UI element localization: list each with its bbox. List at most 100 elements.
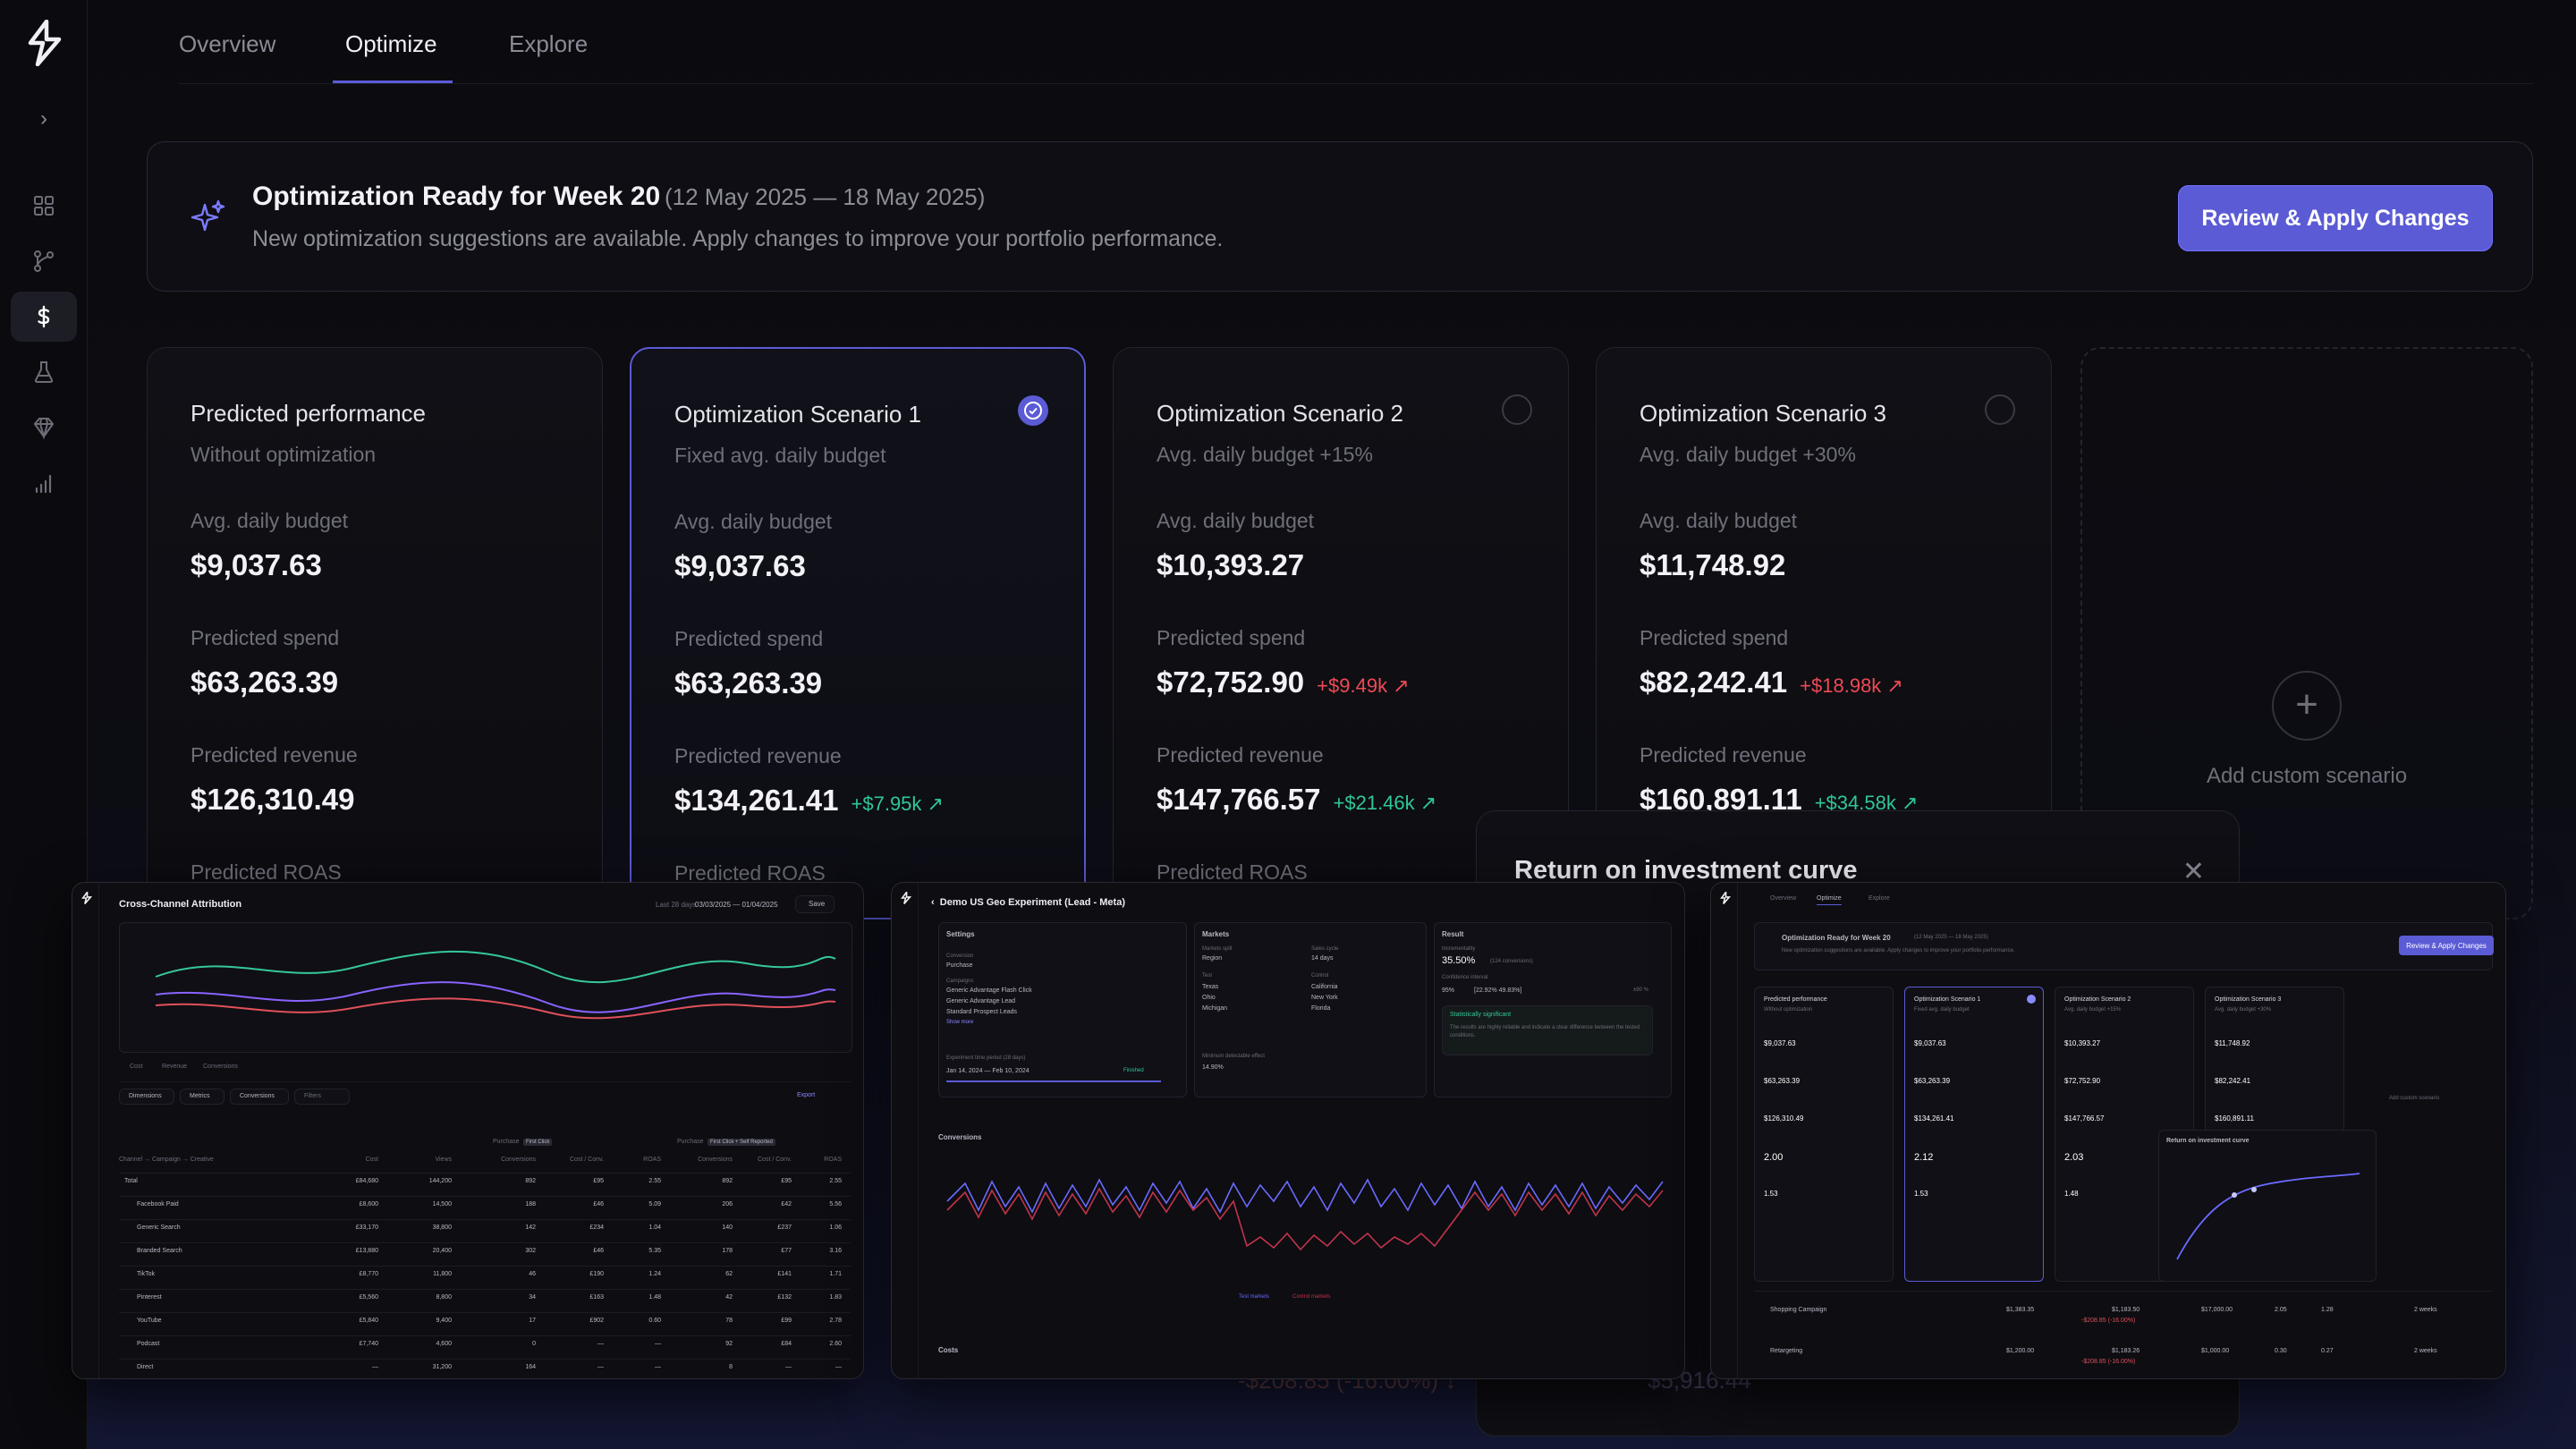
expand-sidebar-chevron-icon[interactable]: › [40,106,47,131]
table-cell: £46 [593,1201,604,1208]
table-cell: £163 [589,1294,604,1301]
table-row[interactable] [119,1173,851,1174]
mini-banner: Optimization Ready for Week 20 (12 May 2… [1754,922,2494,970]
scenario-title: Predicted performance [191,400,427,427]
table-cell: 1.06 [829,1224,842,1231]
mini-card-text: Optimization Scenario 2 [2064,996,2131,1003]
table-cell: 11,800 [433,1271,452,1277]
group1-label: Purchase [493,1139,520,1145]
mini-tab-explore[interactable]: Explore [1868,895,1890,902]
mini-scenario-card[interactable]: Optimization Scenario 1 Fixed avg. daily … [1904,987,2044,1282]
conversions-button[interactable]: Conversions [230,1089,289,1105]
export-link[interactable]: Export [797,1092,816,1098]
mini-card-text: Without optimization [1764,1007,1813,1013]
table-cell: 4,600 [436,1341,452,1347]
mini-tab-overview[interactable]: Overview [1770,895,1797,902]
table-cell: 0.60 [648,1318,661,1324]
table-cell: 5.09 [648,1201,661,1208]
dollar-icon[interactable] [11,292,77,342]
table-cell: £132 [777,1294,792,1301]
mini-table-cell: 2.05 [2275,1307,2287,1313]
tab-explore[interactable]: Explore [509,30,589,57]
spend-label: Predicted spend [674,627,824,650]
top-tabs: Overview Optimize Explore [179,0,2533,84]
budget-value: $9,037.63 [191,548,322,581]
mini-card-text: 2.00 [1764,1152,1784,1163]
mini-selected-icon[interactable] [2027,995,2036,1004]
close-icon[interactable]: ✕ [2182,857,2205,886]
table-cell: 206 [722,1201,733,1208]
mini-card-text: 1.53 [1764,1190,1778,1198]
table-cell: Branded Search [137,1248,182,1254]
table-cell: £902 [589,1318,604,1324]
review-apply-changes-button[interactable]: Review & Apply Changes [2178,185,2493,251]
budget-label: Avg. daily budget [1157,509,1315,532]
mini-add-custom[interactable]: Add custom scenario [2389,1096,2440,1101]
metrics-button[interactable]: Metrics [180,1089,225,1105]
table-cell: 1.24 [648,1271,661,1277]
mini-card-text: $82,242.41 [2215,1077,2251,1085]
diamond-icon[interactable] [11,402,77,453]
flask-icon[interactable] [11,347,77,397]
scenario-card-baseline[interactable]: Predicted performance Without optimizati… [147,347,603,919]
table-cell: 892 [722,1178,733,1184]
table-cell: — [597,1341,604,1347]
table-cell: 1.71 [829,1271,842,1277]
table-cell: 2.55 [829,1178,842,1184]
plus-icon[interactable]: + [2272,671,2342,741]
mini-card-text: $9,037.63 [1914,1039,1946,1047]
screenshot-geo-experiment: ‹ Demo US Geo Experiment (Lead - Meta) S… [891,882,1685,1379]
save-button[interactable]: Save [795,895,835,913]
table-row[interactable] [119,1266,851,1267]
radio-unselected-icon[interactable] [1985,394,2015,425]
table-row[interactable] [119,1219,851,1220]
table-cell: ROAS [643,1157,661,1163]
revenue-label: Predicted revenue [674,744,842,767]
table-cell: 42 [725,1294,733,1301]
table-row[interactable] [119,1335,851,1336]
tab-optimize[interactable]: Optimize [345,30,437,57]
table-cell: £77 [781,1248,792,1254]
table-row[interactable] [119,1359,851,1360]
mini-table-cell: 0.30 [2275,1348,2287,1354]
table-cell: £7,740 [359,1341,378,1347]
dashboard-icon[interactable] [11,181,77,231]
radio-unselected-icon[interactable] [1502,394,1532,425]
spend-value: $82,242.41 +$18.98k ↗ [1640,665,1903,699]
table-cell: £5,560 [359,1294,378,1301]
table-row[interactable] [119,1242,851,1243]
tab-overview[interactable]: Overview [179,30,276,57]
spend-value: $63,263.39 [191,665,339,699]
table-row[interactable] [119,1196,851,1197]
table-cell: £95 [593,1178,604,1184]
date-range[interactable]: 03/03/2025 — 01/04/2025 [695,901,778,909]
table-row[interactable] [119,1289,851,1290]
mini-roi-panel: Return on investment curve [2158,1130,2377,1282]
scenario-card-1[interactable]: Optimization Scenario 1 Fixed avg. daily… [630,347,1086,919]
filters-button[interactable]: Filters [294,1089,350,1105]
branch-icon[interactable] [11,236,77,286]
legend-revenue: Revenue [162,1063,188,1070]
mini-review-button[interactable]: Review & Apply Changes [2399,936,2494,955]
bar-chart-icon[interactable] [11,458,77,508]
mini-table-cell: $1,000.00 [2201,1348,2230,1354]
mini-scenario-card[interactable]: Predicted performance Without optimizatio… [1754,987,1894,1282]
mini-card-text: $160,891.11 [2215,1114,2254,1123]
dimensions-button[interactable]: Dimensions [119,1089,174,1105]
mini-table-cell: 2 weeks [2414,1307,2437,1313]
table-cell: 5.56 [829,1201,842,1208]
selected-check-icon[interactable] [1018,395,1048,426]
table-row[interactable] [119,1312,851,1313]
mini-tab-optimize[interactable]: Optimize [1817,895,1842,905]
table-cell: 3.16 [829,1248,842,1254]
mini-logo-icon [901,892,911,904]
table-cell: 92 [725,1341,733,1347]
table-cell: 302 [525,1248,536,1254]
scenario-title: Optimization Scenario 1 [674,401,922,428]
budget-label: Avg. daily budget [674,510,833,533]
app-logo-icon[interactable] [25,20,64,66]
sparkles-icon [191,199,225,232]
scenario-card-2[interactable]: Optimization Scenario 2 Avg. daily budge… [1113,347,1569,919]
table-cell: 188 [525,1201,536,1208]
mini-card-text: Avg. daily budget +15% [2064,1007,2122,1013]
